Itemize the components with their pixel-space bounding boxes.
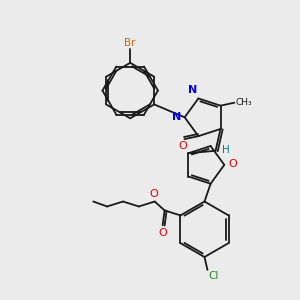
Text: H: H [221,145,229,155]
Text: O: O [158,228,167,238]
Text: Cl: Cl [208,271,219,281]
Text: O: O [149,188,158,199]
Text: O: O [178,141,187,151]
Text: Br: Br [124,38,136,48]
Text: CH₃: CH₃ [236,98,252,107]
Text: N: N [172,112,182,122]
Text: O: O [228,159,237,169]
Text: N: N [188,85,197,95]
